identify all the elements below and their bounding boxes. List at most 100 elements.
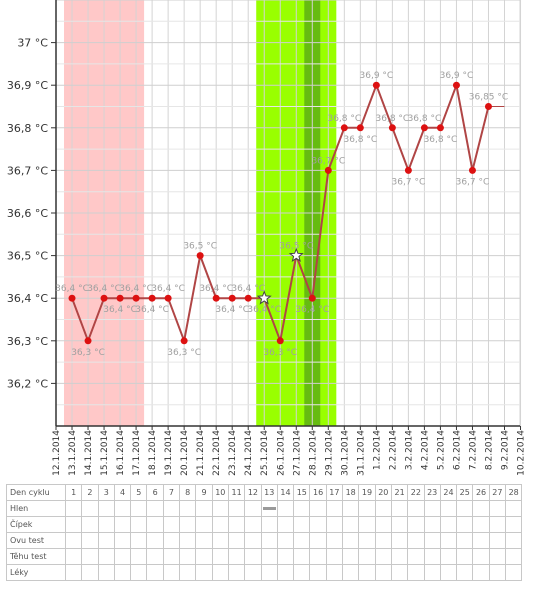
table-cell[interactable]	[407, 532, 425, 549]
table-cell[interactable]	[342, 564, 360, 581]
table-cell[interactable]	[390, 564, 409, 581]
table-cell[interactable]	[97, 532, 115, 549]
table-cell[interactable]	[505, 532, 523, 549]
table-cell[interactable]	[407, 548, 425, 565]
table-cell[interactable]	[472, 500, 490, 517]
table-cell[interactable]	[162, 564, 181, 581]
table-cell[interactable]	[505, 548, 523, 565]
table-cell[interactable]	[97, 500, 115, 517]
table-cell[interactable]	[309, 532, 327, 549]
table-cell[interactable]	[81, 516, 99, 533]
table-cell[interactable]	[179, 516, 197, 533]
table-cell[interactable]	[64, 532, 83, 549]
table-cell[interactable]	[227, 532, 246, 549]
table-cell[interactable]	[293, 548, 311, 565]
table-cell[interactable]	[146, 532, 164, 549]
table-cell[interactable]	[146, 500, 164, 517]
table-cell[interactable]	[260, 548, 278, 565]
table-cell[interactable]	[276, 548, 295, 565]
table-cell[interactable]	[64, 516, 83, 533]
table-cell[interactable]	[179, 500, 197, 517]
table-cell[interactable]	[260, 532, 278, 549]
table-cell[interactable]	[293, 532, 311, 549]
table-cell[interactable]	[113, 516, 132, 533]
table-cell[interactable]	[342, 516, 360, 533]
table-cell[interactable]	[64, 548, 83, 565]
table-cell[interactable]	[244, 500, 262, 517]
table-cell[interactable]	[472, 564, 490, 581]
table-cell[interactable]	[390, 500, 409, 517]
table-cell[interactable]	[456, 516, 474, 533]
table-cell[interactable]	[390, 532, 409, 549]
table-cell[interactable]	[162, 500, 181, 517]
table-cell[interactable]	[81, 532, 99, 549]
table-cell[interactable]	[358, 516, 376, 533]
table-cell[interactable]	[293, 500, 311, 517]
table-cell[interactable]	[227, 564, 246, 581]
table-cell[interactable]	[227, 500, 246, 517]
table-cell[interactable]	[179, 548, 197, 565]
table-cell[interactable]	[130, 500, 148, 517]
table-cell[interactable]	[342, 532, 360, 549]
table-cell[interactable]	[325, 548, 344, 565]
table-cell[interactable]	[358, 500, 376, 517]
table-cell[interactable]	[97, 548, 115, 565]
table-cell[interactable]	[130, 564, 148, 581]
table-cell[interactable]	[227, 516, 246, 533]
table-cell[interactable]	[146, 564, 164, 581]
table-cell[interactable]	[211, 532, 229, 549]
table-cell[interactable]	[374, 516, 392, 533]
table-cell[interactable]	[211, 564, 229, 581]
table-cell[interactable]	[260, 500, 278, 517]
table-cell[interactable]	[195, 532, 213, 549]
table-cell[interactable]	[293, 516, 311, 533]
table-cell[interactable]	[260, 516, 278, 533]
table-cell[interactable]	[505, 500, 523, 517]
table-cell[interactable]	[456, 548, 474, 565]
table-cell[interactable]	[325, 532, 344, 549]
table-cell[interactable]	[162, 532, 181, 549]
table-cell[interactable]	[407, 564, 425, 581]
table-cell[interactable]	[488, 500, 507, 517]
table-cell[interactable]	[374, 564, 392, 581]
table-cell[interactable]	[439, 516, 458, 533]
table-cell[interactable]	[81, 500, 99, 517]
table-cell[interactable]	[407, 500, 425, 517]
table-cell[interactable]	[195, 500, 213, 517]
table-cell[interactable]	[325, 564, 344, 581]
table-cell[interactable]	[505, 516, 523, 533]
table-cell[interactable]	[113, 548, 132, 565]
table-cell[interactable]	[488, 516, 507, 533]
table-cell[interactable]	[81, 564, 99, 581]
table-cell[interactable]	[293, 564, 311, 581]
table-cell[interactable]	[276, 564, 295, 581]
table-cell[interactable]	[179, 532, 197, 549]
table-cell[interactable]	[244, 564, 262, 581]
table-cell[interactable]	[211, 548, 229, 565]
table-cell[interactable]	[423, 532, 441, 549]
table-cell[interactable]	[276, 516, 295, 533]
table-cell[interactable]	[488, 564, 507, 581]
table-cell[interactable]	[358, 564, 376, 581]
table-cell[interactable]	[195, 564, 213, 581]
table-cell[interactable]	[179, 564, 197, 581]
table-cell[interactable]	[390, 548, 409, 565]
table-cell[interactable]	[195, 548, 213, 565]
table-cell[interactable]	[342, 500, 360, 517]
table-cell[interactable]	[472, 548, 490, 565]
table-cell[interactable]	[244, 516, 262, 533]
table-cell[interactable]	[162, 548, 181, 565]
table-cell[interactable]	[97, 564, 115, 581]
table-cell[interactable]	[162, 516, 181, 533]
table-cell[interactable]	[211, 500, 229, 517]
table-cell[interactable]	[130, 548, 148, 565]
table-cell[interactable]	[97, 516, 115, 533]
table-cell[interactable]	[342, 548, 360, 565]
table-cell[interactable]	[488, 532, 507, 549]
table-cell[interactable]	[439, 548, 458, 565]
table-cell[interactable]	[472, 516, 490, 533]
table-cell[interactable]	[146, 516, 164, 533]
table-cell[interactable]	[195, 516, 213, 533]
table-cell[interactable]	[260, 564, 278, 581]
table-cell[interactable]	[113, 564, 132, 581]
